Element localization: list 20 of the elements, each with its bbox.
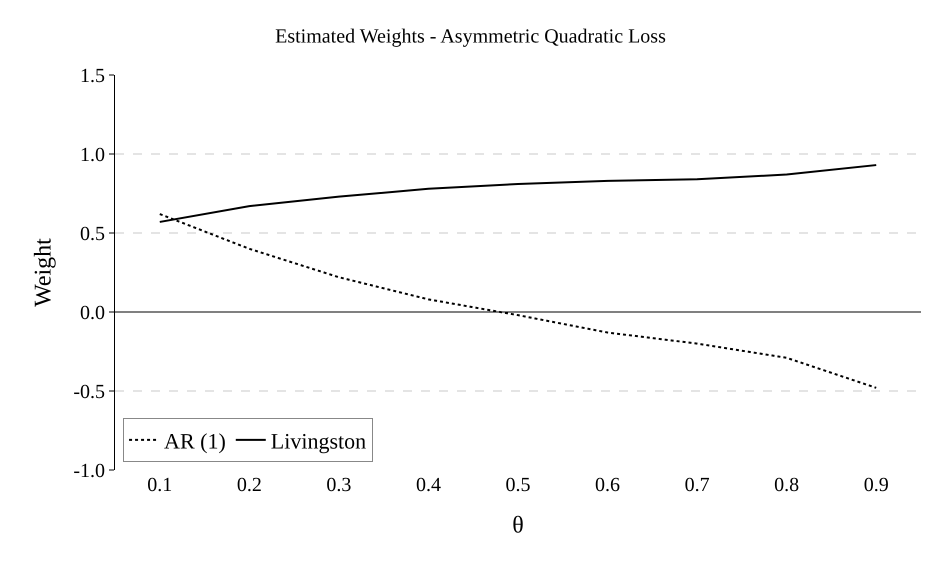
x-tick-label: 0.7 [684,474,710,496]
legend-label: Livingston [270,428,366,454]
x-tick-label: 0.9 [864,474,889,496]
y-tick-label: 0.5 [80,223,105,245]
y-tick-label: 0.0 [80,302,105,324]
x-tick-label: 0.1 [147,474,172,496]
y-tick-label: -0.5 [73,381,105,403]
legend-label: AR (1) [164,428,226,454]
y-tick-label: -1.0 [73,460,105,482]
x-tick-label: 0.3 [326,474,352,496]
y-tick-label: 1.0 [80,144,105,166]
x-tick-label: 0.8 [774,474,800,496]
y-axis-title: Weight [30,238,56,307]
y-tick-label: 1.5 [80,65,105,87]
x-tick-label: 0.2 [236,474,262,496]
x-tick-label: 0.4 [416,474,441,496]
chart-title: Estimated Weights - Asymmetric Quadratic Loss [275,25,666,48]
x-tick-label: 0.6 [595,474,620,496]
x-axis-title: θ [512,512,524,538]
x-tick-label: 0.5 [506,474,530,496]
